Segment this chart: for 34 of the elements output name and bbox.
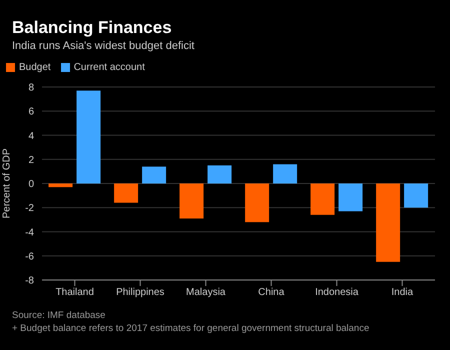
- source-note: Source: IMF database: [12, 310, 106, 321]
- bar: [273, 164, 298, 184]
- y-tick-label: 0: [28, 179, 34, 190]
- y-tick-label: -8: [25, 276, 34, 287]
- y-tick-label: -6: [25, 251, 34, 262]
- bar: [114, 184, 138, 203]
- y-tick-label: 6: [28, 106, 34, 118]
- y-tick-label: 8: [28, 82, 34, 94]
- bar: [404, 184, 428, 208]
- chart-subtitle: India runs Asia's widest budget deficit: [12, 40, 194, 52]
- x-tick-label: China: [258, 287, 285, 298]
- bar: [338, 184, 363, 212]
- chart-title: Balancing Finances: [12, 18, 172, 38]
- y-axis-title: Percent of GDP: [2, 148, 13, 219]
- y-tick-label: -2: [25, 203, 34, 214]
- bar: [180, 184, 204, 218]
- bar: [76, 90, 101, 184]
- y-tick-label: -4: [25, 227, 34, 238]
- y-tick-label: 4: [28, 130, 34, 142]
- bar: [245, 184, 270, 222]
- bar: [142, 166, 166, 184]
- legend-label: Current account: [74, 62, 145, 73]
- x-tick-label: Philippines: [116, 287, 164, 298]
- x-tick-label: Thailand: [56, 287, 94, 298]
- x-tick-label: Indonesia: [315, 287, 359, 298]
- y-tick-label: 2: [28, 154, 34, 166]
- bar: [208, 165, 232, 184]
- bar: [376, 184, 400, 262]
- bar: [48, 184, 73, 188]
- x-tick-label: Malaysia: [186, 287, 226, 298]
- legend-label: Budget: [19, 62, 51, 73]
- text: + Budget balance refers to 2017 estimates for general government structural balance: [12, 323, 370, 334]
- bar: [310, 184, 335, 215]
- x-tick-label: India: [391, 287, 414, 298]
